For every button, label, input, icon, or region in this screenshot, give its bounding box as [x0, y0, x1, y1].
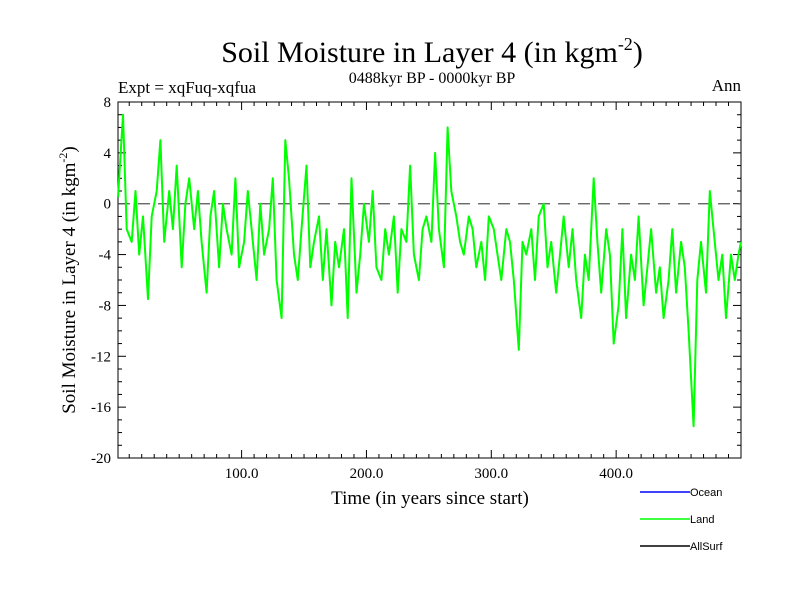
series-line-land	[117, 113, 742, 428]
x-tick-label: 100.0	[225, 466, 259, 482]
y-tick-label: -4	[99, 248, 112, 264]
y-tick-label: -8	[99, 298, 112, 314]
x-tick-label: 400.0	[599, 466, 633, 482]
legend-label-ocean: Ocean	[690, 487, 722, 499]
season-label: Ann	[712, 76, 742, 95]
ylabel-superscript: -2	[56, 153, 70, 163]
x-tick-labels: 100.0 200.0 300.0 400.0	[225, 466, 633, 482]
y-tick-label: -16	[91, 400, 111, 416]
legend-label-land: Land	[690, 514, 714, 526]
chart-title: Soil Moisture in Layer 4 (in kgm-2)	[221, 34, 643, 69]
x-axis-label: Time (in years since start)	[331, 488, 529, 509]
y-tick-label: 8	[104, 95, 112, 111]
x-tick-label: 200.0	[350, 466, 384, 482]
legend: Ocean Land AllSurf	[640, 487, 723, 553]
y-tick-labels: 8 4 0 -4 -8 -12 -16 -20	[91, 95, 112, 467]
x-tick-label: 300.0	[474, 466, 508, 482]
y-tick-label: 0	[104, 197, 112, 213]
y-tick-label: -12	[91, 349, 111, 365]
y-axis-label: Soil Moisture in Layer 4 (in kgm-2)	[56, 146, 80, 414]
experiment-label: Expt = xqFuq-xqfua	[118, 78, 256, 97]
plot-frame	[117, 101, 742, 459]
axis-ticks	[118, 101, 741, 459]
y-tick-label: 4	[104, 146, 112, 162]
y-tick-label: -20	[91, 451, 111, 467]
title-superscript: -2	[618, 34, 633, 54]
legend-label-allsurf: AllSurf	[690, 541, 723, 553]
chart-subtitle: 0488kyr BP - 0000kyr BP	[349, 70, 516, 87]
